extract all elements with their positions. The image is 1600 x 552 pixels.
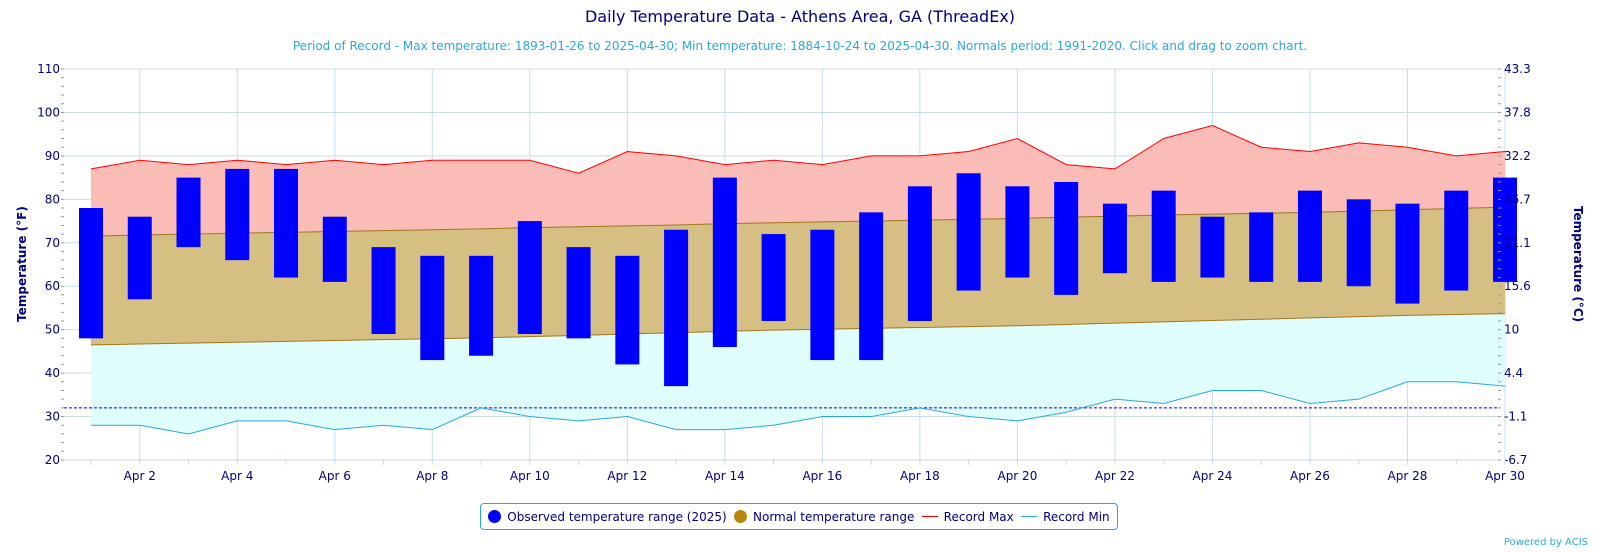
x-tick-label: Apr 26 xyxy=(1290,469,1330,483)
record-max-line[interactable] xyxy=(90,124,1506,174)
legend-item-observed[interactable]: Observed temperature range (2025) xyxy=(488,509,727,524)
observed-range-bar[interactable] xyxy=(859,212,884,361)
observed-range-bar[interactable] xyxy=(469,255,494,356)
observed-range-bar[interactable] xyxy=(1151,190,1176,282)
observed-range-bar[interactable] xyxy=(127,216,152,300)
record-max-area xyxy=(91,125,1505,237)
legend-label: Record Max xyxy=(943,509,1014,524)
x-tick-label: Apr 8 xyxy=(416,469,448,483)
legend-label: Observed temperature range (2025) xyxy=(507,509,727,524)
legend-label: Record Min xyxy=(1043,509,1110,524)
y-tick-label: 90 xyxy=(45,149,60,163)
y-tick-label-right: 15.6 xyxy=(1504,279,1531,293)
observed-range-bar[interactable] xyxy=(1493,177,1517,282)
y-tick-label: 50 xyxy=(45,323,60,337)
observed-range-bar[interactable] xyxy=(566,247,591,339)
observed-dot-icon xyxy=(488,510,502,523)
y-tick-label: 100 xyxy=(37,105,60,119)
x-tick-label: Apr 6 xyxy=(319,469,351,483)
observed-range-bar[interactable] xyxy=(956,173,981,291)
observed-range-bar[interactable] xyxy=(1249,212,1274,282)
observed-range-bar[interactable] xyxy=(517,221,542,335)
y-tick-label: 110 xyxy=(37,62,60,76)
legend-label: Normal temperature range xyxy=(753,509,915,524)
y-tick-label-right: 37.8 xyxy=(1504,105,1531,119)
observed-bars[interactable] xyxy=(79,168,1517,387)
record-min-line[interactable] xyxy=(91,381,1506,435)
y-tick-label-right: -6.7 xyxy=(1504,453,1527,467)
observed-range-bar[interactable] xyxy=(712,177,737,348)
area-layer xyxy=(91,125,1505,434)
y-tick-label-right: 10 xyxy=(1504,323,1519,337)
x-tick-label: Apr 28 xyxy=(1388,469,1428,483)
observed-range-bar[interactable] xyxy=(907,186,932,321)
x-tick-label: Apr 22 xyxy=(1095,469,1135,483)
y-tick-label: 30 xyxy=(45,410,60,424)
credits-link[interactable]: Powered by ACIS xyxy=(1503,537,1588,548)
observed-range-bar[interactable] xyxy=(1200,216,1225,278)
observed-range-bar[interactable] xyxy=(1395,203,1420,304)
observed-range-bar[interactable] xyxy=(176,177,201,248)
observed-range-bar[interactable] xyxy=(1102,203,1127,274)
y-tick-label-right: 4.4 xyxy=(1504,366,1523,380)
y-tick-label-right: 32.2 xyxy=(1504,149,1531,163)
observed-range-bar[interactable] xyxy=(761,234,786,321)
normal-range-area xyxy=(91,207,1505,345)
observed-range-bar[interactable] xyxy=(322,216,347,282)
observed-range-bar[interactable] xyxy=(664,229,689,387)
x-tick-label: Apr 2 xyxy=(124,469,156,483)
legend-item-record-min[interactable]: Record Min xyxy=(1021,510,1110,524)
y-tick-label: 70 xyxy=(45,236,60,250)
chart-title: Daily Temperature Data - Athens Area, GA… xyxy=(584,7,1016,26)
observed-range-bar[interactable] xyxy=(274,168,299,278)
observed-range-bar[interactable] xyxy=(79,208,103,339)
observed-range-bar[interactable] xyxy=(1346,199,1371,287)
axis-layer: 20 -6.7 30 -1.1 40 4.4 50 10 60 15.6 70 21.1 80 26.7 9… xyxy=(37,62,1531,483)
y-tick-label-right: 26.7 xyxy=(1504,192,1531,206)
observed-range-bar[interactable] xyxy=(1005,186,1030,278)
y-tick-label-right: 43.3 xyxy=(1504,62,1531,76)
y-tick-label: 80 xyxy=(45,192,60,206)
observed-range-bar[interactable] xyxy=(1054,181,1079,295)
x-tick-label: Apr 30 xyxy=(1485,469,1525,483)
y-tick-label-right: 21.1 xyxy=(1504,236,1531,250)
legend-item-normal[interactable]: Normal temperature range xyxy=(734,510,914,524)
y-tick-label: 40 xyxy=(45,366,60,380)
x-tick-label: Apr 20 xyxy=(997,469,1037,483)
x-tick-label: Apr 12 xyxy=(607,469,647,483)
normal-low-line xyxy=(90,313,1506,346)
x-tick-label: Apr 16 xyxy=(802,469,842,483)
observed-range-bar[interactable] xyxy=(810,229,835,361)
observed-range-bar[interactable] xyxy=(420,255,445,361)
x-tick-label: Apr 24 xyxy=(1193,469,1233,483)
observed-range-bar[interactable] xyxy=(615,255,640,365)
y-tick-label-right: -1.1 xyxy=(1504,410,1527,424)
y-tick-label: 60 xyxy=(45,279,60,293)
legend-item-record-max[interactable]: Record Max xyxy=(921,509,1014,524)
observed-range-bar[interactable] xyxy=(371,247,396,335)
y-axis-title-right: Temperature (°C) xyxy=(1571,206,1585,322)
observed-range-bar[interactable] xyxy=(1444,190,1469,291)
record-min-area xyxy=(91,313,1505,434)
x-tick-label: Apr 18 xyxy=(900,469,940,483)
x-tick-label: Apr 4 xyxy=(221,469,253,483)
x-tick-label: Apr 10 xyxy=(510,469,550,483)
observed-range-bar[interactable] xyxy=(1297,190,1322,282)
y-axis-title-left: Temperature (°F) xyxy=(15,206,29,322)
normal-dot-icon xyxy=(734,510,747,523)
chart-subtitle: Period of Record - Max temperature: 1893… xyxy=(292,39,1308,53)
legend: Observed temperature range (2025) Normal… xyxy=(480,503,1118,530)
observed-range-bar[interactable] xyxy=(225,168,250,261)
x-tick-label: Apr 14 xyxy=(705,469,745,483)
record-min-line-icon xyxy=(1021,516,1038,517)
record-max-line-icon xyxy=(921,516,938,517)
y-tick-label: 20 xyxy=(45,453,60,467)
temperature-chart[interactable]: 20 -6.7 30 -1.1 40 4.4 50 10 60 15.6 70 21.1 80 26.7 9… xyxy=(0,0,1600,500)
